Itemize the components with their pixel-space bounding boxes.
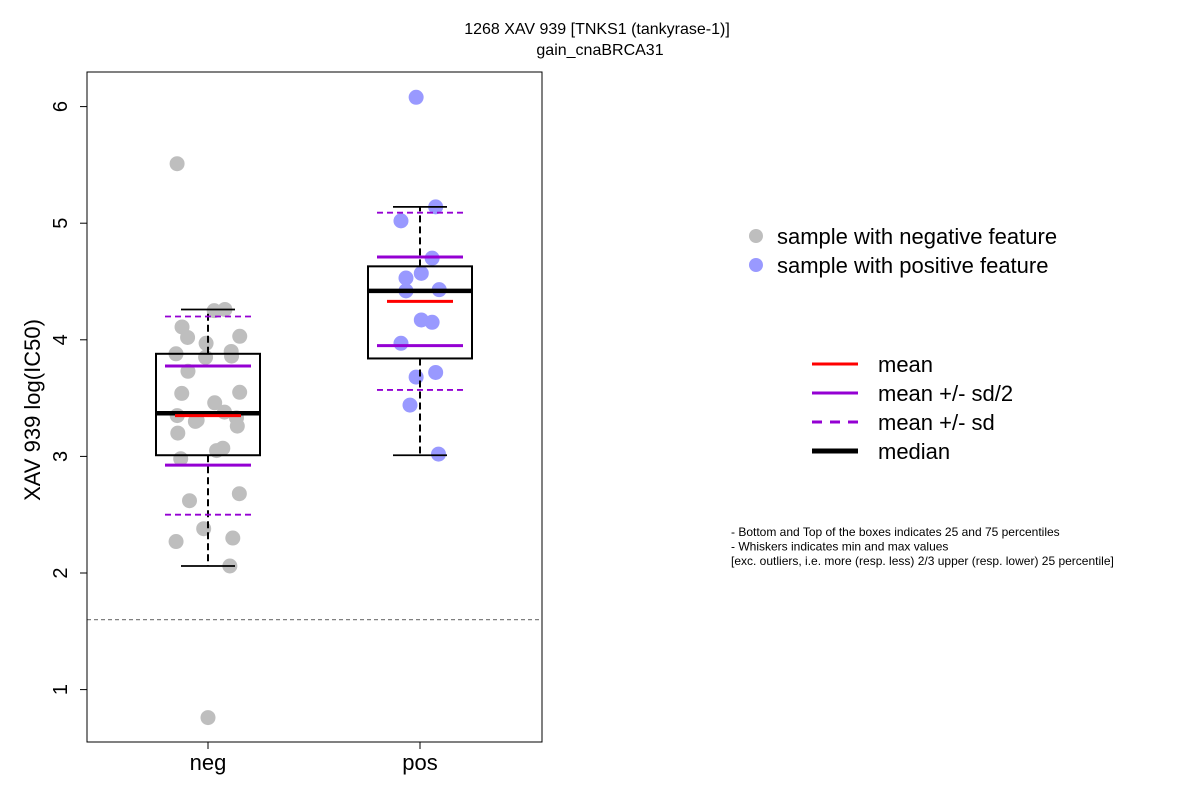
legend-line-label: mean +/- sd [878, 410, 995, 435]
chart-subtitle: gain_cnaBRCA31 [536, 42, 663, 59]
note-line: - Whiskers indicates min and max values [731, 540, 948, 554]
group-pos-data-point [398, 270, 414, 286]
group-neg-data-point [198, 349, 214, 365]
group-pos-box [367, 265, 473, 360]
group-neg-data-point [232, 328, 248, 344]
group-neg-data-point [168, 534, 184, 550]
group-pos-data-point [408, 369, 424, 385]
notes: - Bottom and Top of the boxes indicates … [731, 525, 1114, 568]
y-tick-label: 3 [50, 451, 72, 462]
legend-point-marker [749, 258, 763, 272]
group-pos-data-point [408, 89, 424, 105]
group-pos-data-point [393, 213, 409, 229]
legend-line-label: mean +/- sd/2 [878, 381, 1013, 406]
note-line: - Bottom and Top of the boxes indicates … [731, 525, 1060, 539]
legend-line-label: mean [878, 352, 933, 377]
y-axis-label: XAV 939 log(IC50) [20, 319, 45, 501]
group-neg-data-point [200, 710, 216, 726]
note-line: [exc. outliers, i.e. more (resp. less) 2… [731, 554, 1114, 568]
group-neg-data-point [223, 343, 239, 359]
group-pos-data-point [428, 364, 444, 380]
group-neg-data-point [174, 385, 190, 401]
group-pos-data-point [393, 335, 409, 351]
legend: sample with negative feature sample with … [749, 224, 1057, 464]
group-neg-data-point [231, 486, 247, 502]
group-neg-box [155, 352, 261, 457]
group-pos-data-point [413, 312, 429, 328]
y-tick-label: 4 [50, 334, 72, 345]
plot-area: 1 2 3 4 5 6 neg pos [50, 71, 543, 775]
group-neg-data-point [232, 384, 248, 400]
group-neg-data-point [207, 395, 223, 411]
y-tick-label: 6 [50, 101, 72, 112]
legend-line-label: median [878, 439, 950, 464]
y-tick-label: 5 [50, 218, 72, 229]
group-neg-data-point [215, 440, 231, 456]
group-neg-data-point [198, 335, 214, 351]
legend-point-marker [749, 229, 763, 243]
group-neg-data-point [182, 493, 198, 509]
group-neg-data-point [225, 530, 241, 546]
legend-point-label: sample with negative feature [777, 224, 1057, 249]
chart-title: 1268 XAV 939 [TNKS1 (tankyrase-1)] [464, 21, 730, 38]
x-tick-label: pos [402, 750, 437, 775]
group-neg-data-point [169, 156, 185, 172]
group-pos-data-point [402, 397, 418, 413]
x-tick-label: neg [190, 750, 227, 775]
group-pos-data-point [431, 446, 447, 462]
y-tick-label: 2 [50, 567, 72, 578]
y-tick-label: 1 [50, 684, 72, 695]
group-neg-data-point [170, 425, 186, 441]
group-neg-data-point [174, 319, 190, 335]
legend-point-label: sample with positive feature [777, 253, 1048, 278]
plot-frame [86, 71, 543, 743]
group-pos-data-point [413, 265, 429, 281]
